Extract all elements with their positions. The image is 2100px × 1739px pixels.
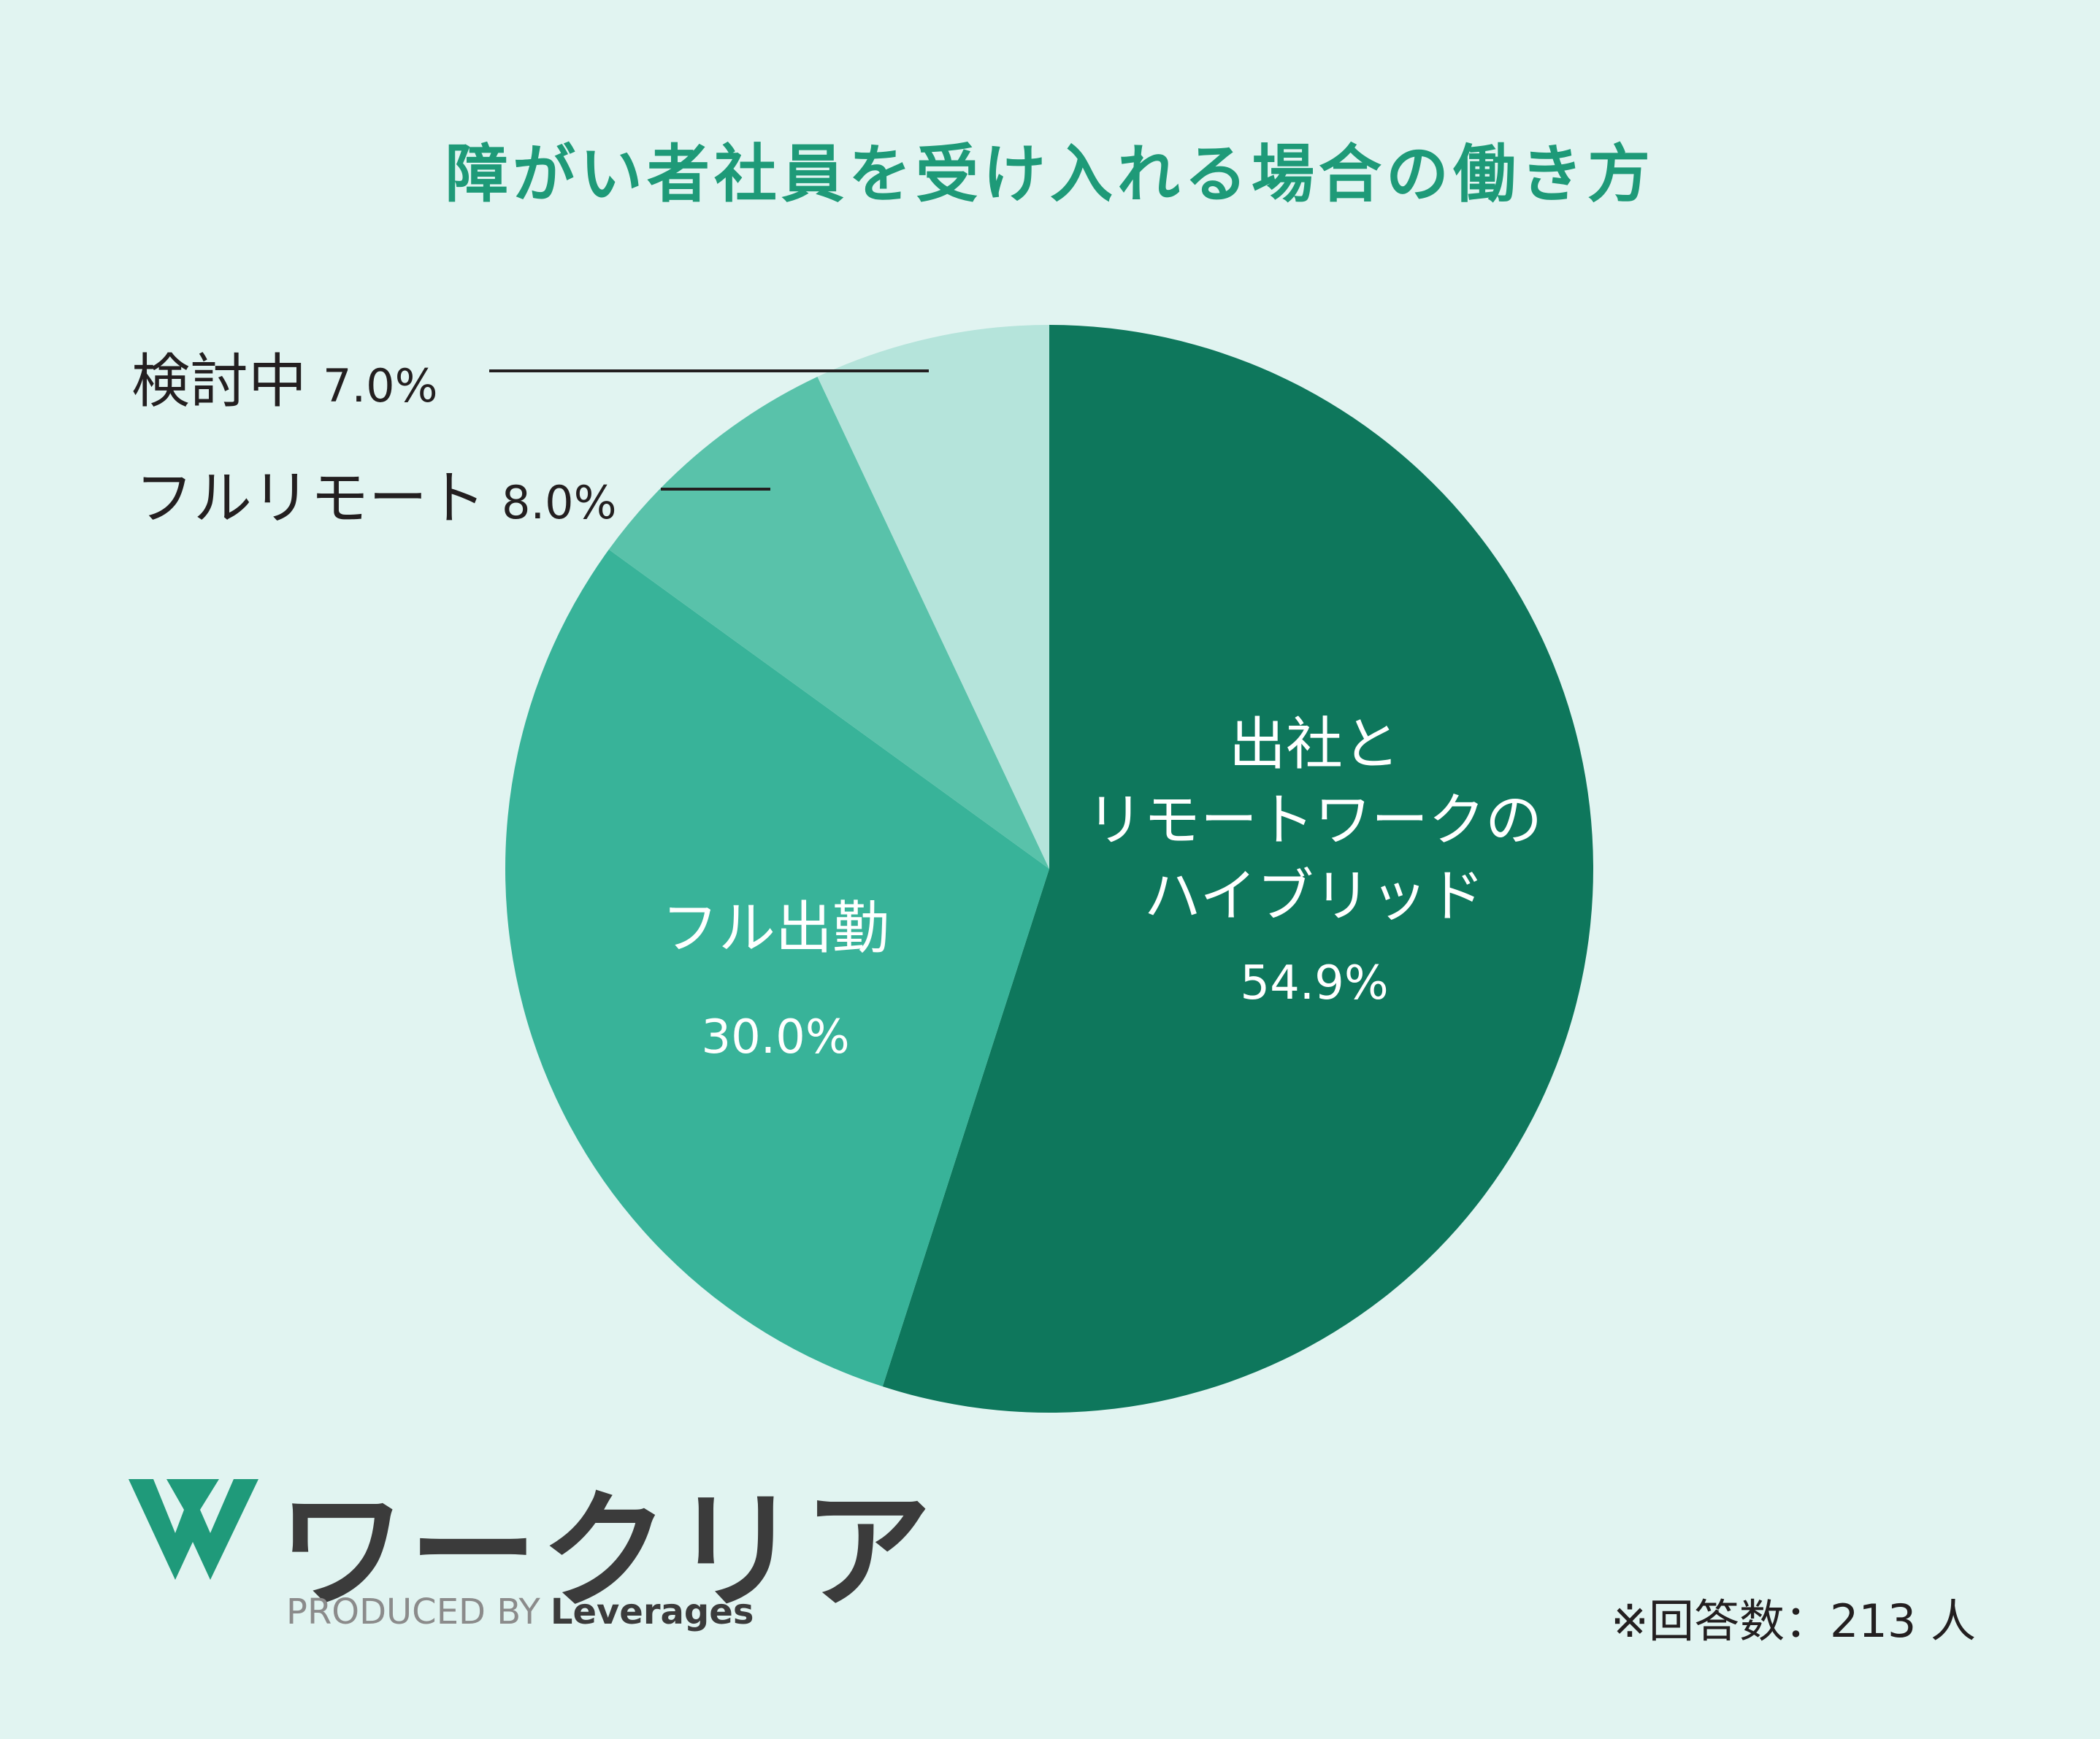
label-full-remote-name: フルリモート: [135, 464, 486, 532]
slice-hybrid: [882, 325, 1593, 1413]
label-hybrid-line2: リモートワークの: [1086, 788, 1542, 853]
slice-full-remote: [608, 377, 1049, 869]
slice-full-office: [505, 549, 1049, 1387]
label-full-office-pct: 30.0%: [701, 1010, 850, 1064]
label-hybrid-pct: 54.9%: [1240, 956, 1389, 1010]
label-full-office-name: フル出勤: [661, 896, 889, 961]
logo-text: ワークリア: [277, 1477, 935, 1627]
workuria-w-icon: [129, 1479, 258, 1580]
workuria-logo: ワークリア PRODUCED BY Leverages: [124, 1469, 932, 1659]
label-full-office: フル出勤 30.0%: [629, 891, 921, 1064]
label-hybrid: 出社と リモートワークの ハイブリッド 54.9%: [1081, 707, 1548, 1010]
label-hybrid-line1: 出社と: [1228, 712, 1400, 778]
slice-considering: [817, 325, 1049, 869]
label-full-remote-pct: 8.0%: [502, 476, 617, 529]
label-considering-name: 検討中: [131, 348, 307, 415]
label-considering: 検討中 7.0%: [131, 334, 438, 419]
label-hybrid-line3: ハイブリッド: [1143, 864, 1485, 929]
chart-title: 障がい者社員を受け入れる場合の働き方: [445, 138, 1655, 211]
label-considering-pct: 7.0%: [323, 359, 438, 412]
respondent-count: ※回答数：213 人: [1611, 1594, 1976, 1648]
produced-by: PRODUCED BY Leverages: [286, 1592, 754, 1632]
label-full-remote: フルリモート 8.0%: [135, 451, 617, 536]
leverages-brand: Leverages: [550, 1592, 754, 1632]
produced-by-text: PRODUCED BY: [286, 1592, 540, 1632]
